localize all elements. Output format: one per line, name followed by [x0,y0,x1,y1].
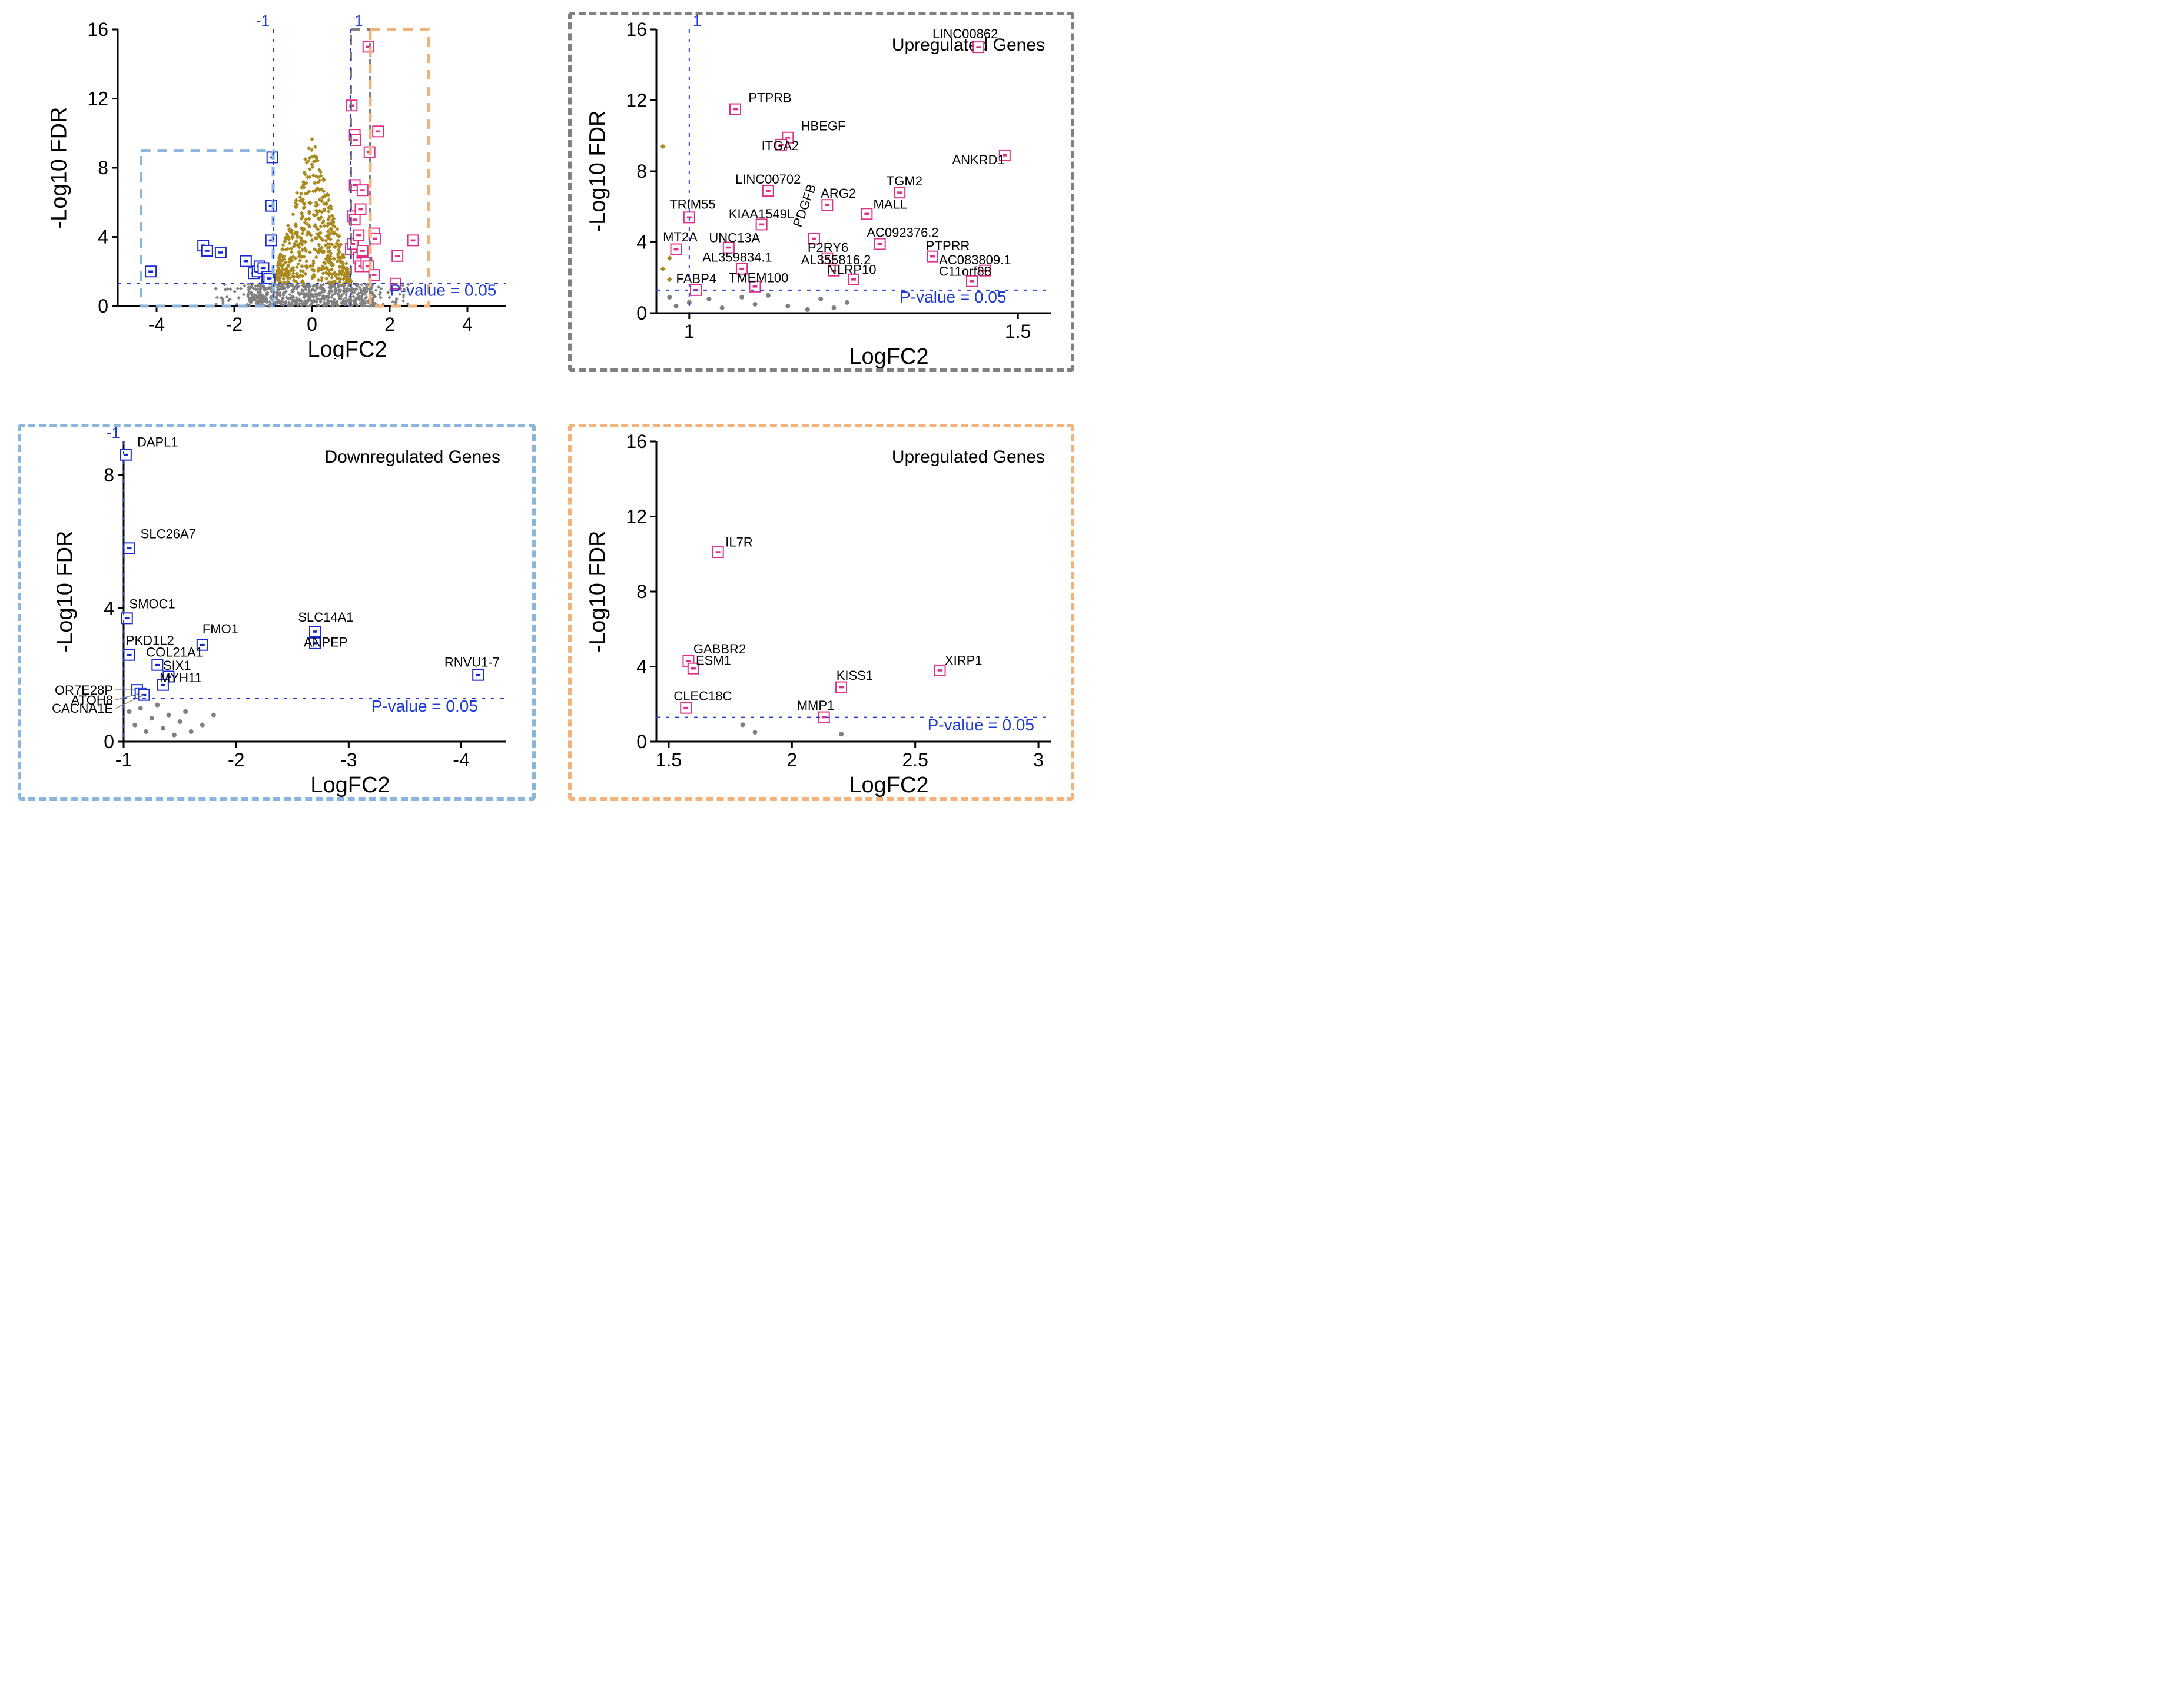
gene-label: AC092376.2 [867,225,938,240]
gene-label: CACNA1E [52,701,113,716]
gene-label: UNC13A [709,231,760,245]
svg-text:P-value = 0.05: P-value = 0.05 [900,288,1006,306]
gene-label: ARG2 [821,186,856,201]
svg-text:0: 0 [307,314,317,335]
volcano-svg: -4 -2 0 2 4 0 4 8 12 16 LogFC2 -Log10 FDR -1 1 P-value… [35,12,524,359]
panel-zoom: 1.5 2 2.5 3 0 4 8 12 16 LogFC2 -Log10 FDR Upregulat… [568,424,1074,801]
svg-text:4: 4 [98,227,108,248]
svg-text:1.5: 1.5 [656,749,682,771]
gene-label: XIRP1 [945,653,983,667]
panel-title: Upregulated Genes [892,447,1045,467]
gene-label: C11orf88 [939,264,991,279]
svg-text:8: 8 [636,161,647,182]
gene-label: ANPEP [304,635,348,650]
gene-label: MMP1 [797,698,835,713]
svg-text:LogFC2: LogFC2 [849,773,928,798]
gene-label: FMO1 [203,622,238,636]
gene-label: LINC00862 [932,26,998,41]
svg-text:12: 12 [626,506,647,527]
gene-label: FABP4 [676,271,716,286]
svg-text:2: 2 [786,749,797,771]
gene-label: COL21A1 [146,645,203,660]
svg-text:16: 16 [87,19,108,40]
svg-text:-1: -1 [256,12,270,29]
gene-label: TGM2 [887,174,922,188]
svg-text:0: 0 [98,295,108,317]
svg-text:-1: -1 [115,749,132,771]
svg-text:0: 0 [104,731,114,752]
gene-label: SLC14A1 [298,610,353,625]
svg-text:1: 1 [354,12,363,29]
panel-title: Downregulated Genes [324,447,500,467]
svg-text:-Log10 FDR: -Log10 FDR [585,531,610,653]
gene-label: CLEC18C [673,689,732,703]
gene-label: ESM1 [696,653,731,667]
svg-text:LogFC2: LogFC2 [849,344,928,369]
gene-label: MYH11 [160,670,202,685]
panel-zoom: -1 -2 -3 -4 0 4 8 LogFC2 -Log10 FDR Downregulated… [18,424,536,801]
svg-text:1: 1 [684,321,695,342]
panel-zoom: 11.50481216LogFC2-Log10 FDRUpregulated G… [568,12,1074,372]
svg-text:12: 12 [626,90,647,111]
svg-text:0: 0 [636,303,647,324]
panel-volcano-overview: -4 -2 0 2 4 0 4 8 12 16 LogFC2 -Log10 FDR -1 1 P-value… [35,12,524,359]
svg-text:1.5: 1.5 [1005,321,1031,342]
svg-text:0: 0 [636,731,647,752]
svg-text:-1: -1 [107,424,120,441]
gene-label: SMOC1 [130,596,175,611]
svg-text:16: 16 [626,431,647,452]
gene-label: AL359834.1 [702,250,772,265]
svg-text:2.5: 2.5 [902,749,928,771]
svg-text:P-value = 0.05: P-value = 0.05 [928,716,1034,734]
gene-label: KISS1 [837,668,873,683]
svg-text:-2: -2 [228,749,244,771]
gene-label: RNVU1-7 [444,655,500,670]
svg-text:4: 4 [636,232,647,253]
svg-text:4: 4 [104,598,114,619]
gene-label: NLRP10 [827,263,876,277]
svg-text:-2: -2 [226,314,243,335]
figure-root: -4-20240481216LogFC2-Log10 FDR-11P-value… [0,0,1092,854]
svg-text:2: 2 [384,314,395,335]
svg-text:-Log10 FDR: -Log10 FDR [52,531,77,653]
gene-label: SLC26A7 [141,526,196,541]
svg-text:12: 12 [87,88,108,109]
svg-text:-Log10 FDR: -Log10 FDR [47,107,71,229]
gene-label: KIAA1549L [729,207,794,221]
gene-label: ANKRD1 [952,152,1005,167]
gene-label: ITGA2 [762,138,799,153]
svg-text:P-value = 0.05: P-value = 0.05 [390,281,496,299]
svg-text:LogFC2: LogFC2 [307,337,387,359]
svg-text:-4: -4 [148,314,165,335]
svg-text:-4: -4 [453,749,469,771]
gene-label: MT2A [663,230,698,244]
gene-label: TRIM55 [669,197,715,211]
gene-label: DAPL1 [137,435,178,450]
gene-label: PDGFB [790,182,819,229]
svg-text:LogFC2: LogFC2 [310,773,390,798]
gene-label: LINC00702 [735,172,801,187]
svg-text:8: 8 [636,581,647,602]
gene-label: PTPRR [926,238,970,253]
svg-text:-3: -3 [340,749,357,771]
gene-label: IL7R [725,535,752,550]
svg-text:8: 8 [98,157,108,178]
svg-text:4: 4 [462,314,473,335]
gene-label: TMEM100 [729,270,788,285]
svg-text:8: 8 [104,464,114,486]
svg-text:3: 3 [1033,749,1044,771]
gene-label: PTPRB [748,91,791,105]
gene-label: MALL [874,197,907,211]
svg-text:4: 4 [636,656,647,678]
svg-text:16: 16 [626,19,647,40]
svg-text:1: 1 [693,12,701,29]
gene-label: HBEGF [801,119,846,134]
svg-text:-Log10 FDR: -Log10 FDR [585,111,610,233]
svg-text:P-value = 0.05: P-value = 0.05 [371,697,478,715]
